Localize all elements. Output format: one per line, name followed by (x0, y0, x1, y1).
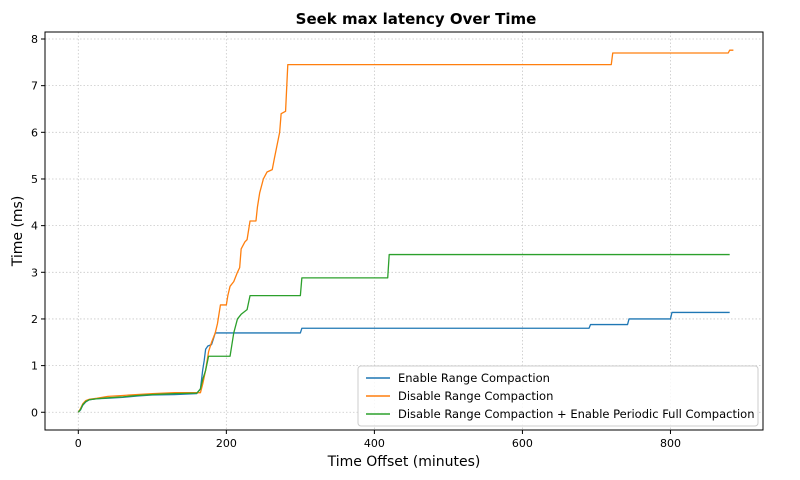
x-tick-label: 800 (660, 437, 681, 450)
y-tick-label: 2 (31, 313, 38, 326)
x-tick-label: 0 (75, 437, 82, 450)
x-axis-label: Time Offset (minutes) (327, 454, 481, 470)
y-tick-label: 6 (31, 126, 38, 139)
y-tick-label: 3 (31, 266, 38, 279)
y-tick-label: 4 (31, 220, 38, 233)
y-tick-label: 0 (31, 406, 38, 419)
x-tick-label: 600 (512, 437, 533, 450)
y-axis-label: Time (ms) (10, 196, 26, 268)
grid-lines (45, 32, 763, 430)
legend-entry-2: Disable Range Compaction (398, 389, 553, 403)
x-tick-label: 200 (216, 437, 237, 450)
tick-marks: 0 200 400 600 800 0 1 2 3 4 5 6 7 8 (31, 33, 681, 450)
y-tick-label: 8 (31, 33, 38, 46)
legend: Enable Range Compaction Disable Range Com… (357, 365, 759, 427)
legend-box (357, 365, 759, 427)
y-tick-label: 5 (31, 173, 38, 186)
legend-entry-3: Disable Range Compaction + Enable Period… (398, 407, 754, 421)
legend-entry-1: Enable Range Compaction (398, 371, 550, 385)
series-line-3 (77, 253, 730, 413)
plot-frame (44, 31, 764, 431)
chart-title: Seek max latency Over Time (296, 10, 537, 28)
series-group (77, 49, 734, 413)
x-tick-label: 400 (364, 437, 385, 450)
series-line-2 (77, 49, 734, 413)
y-tick-label: 7 (31, 80, 38, 93)
y-tick-label: 1 (31, 360, 38, 373)
